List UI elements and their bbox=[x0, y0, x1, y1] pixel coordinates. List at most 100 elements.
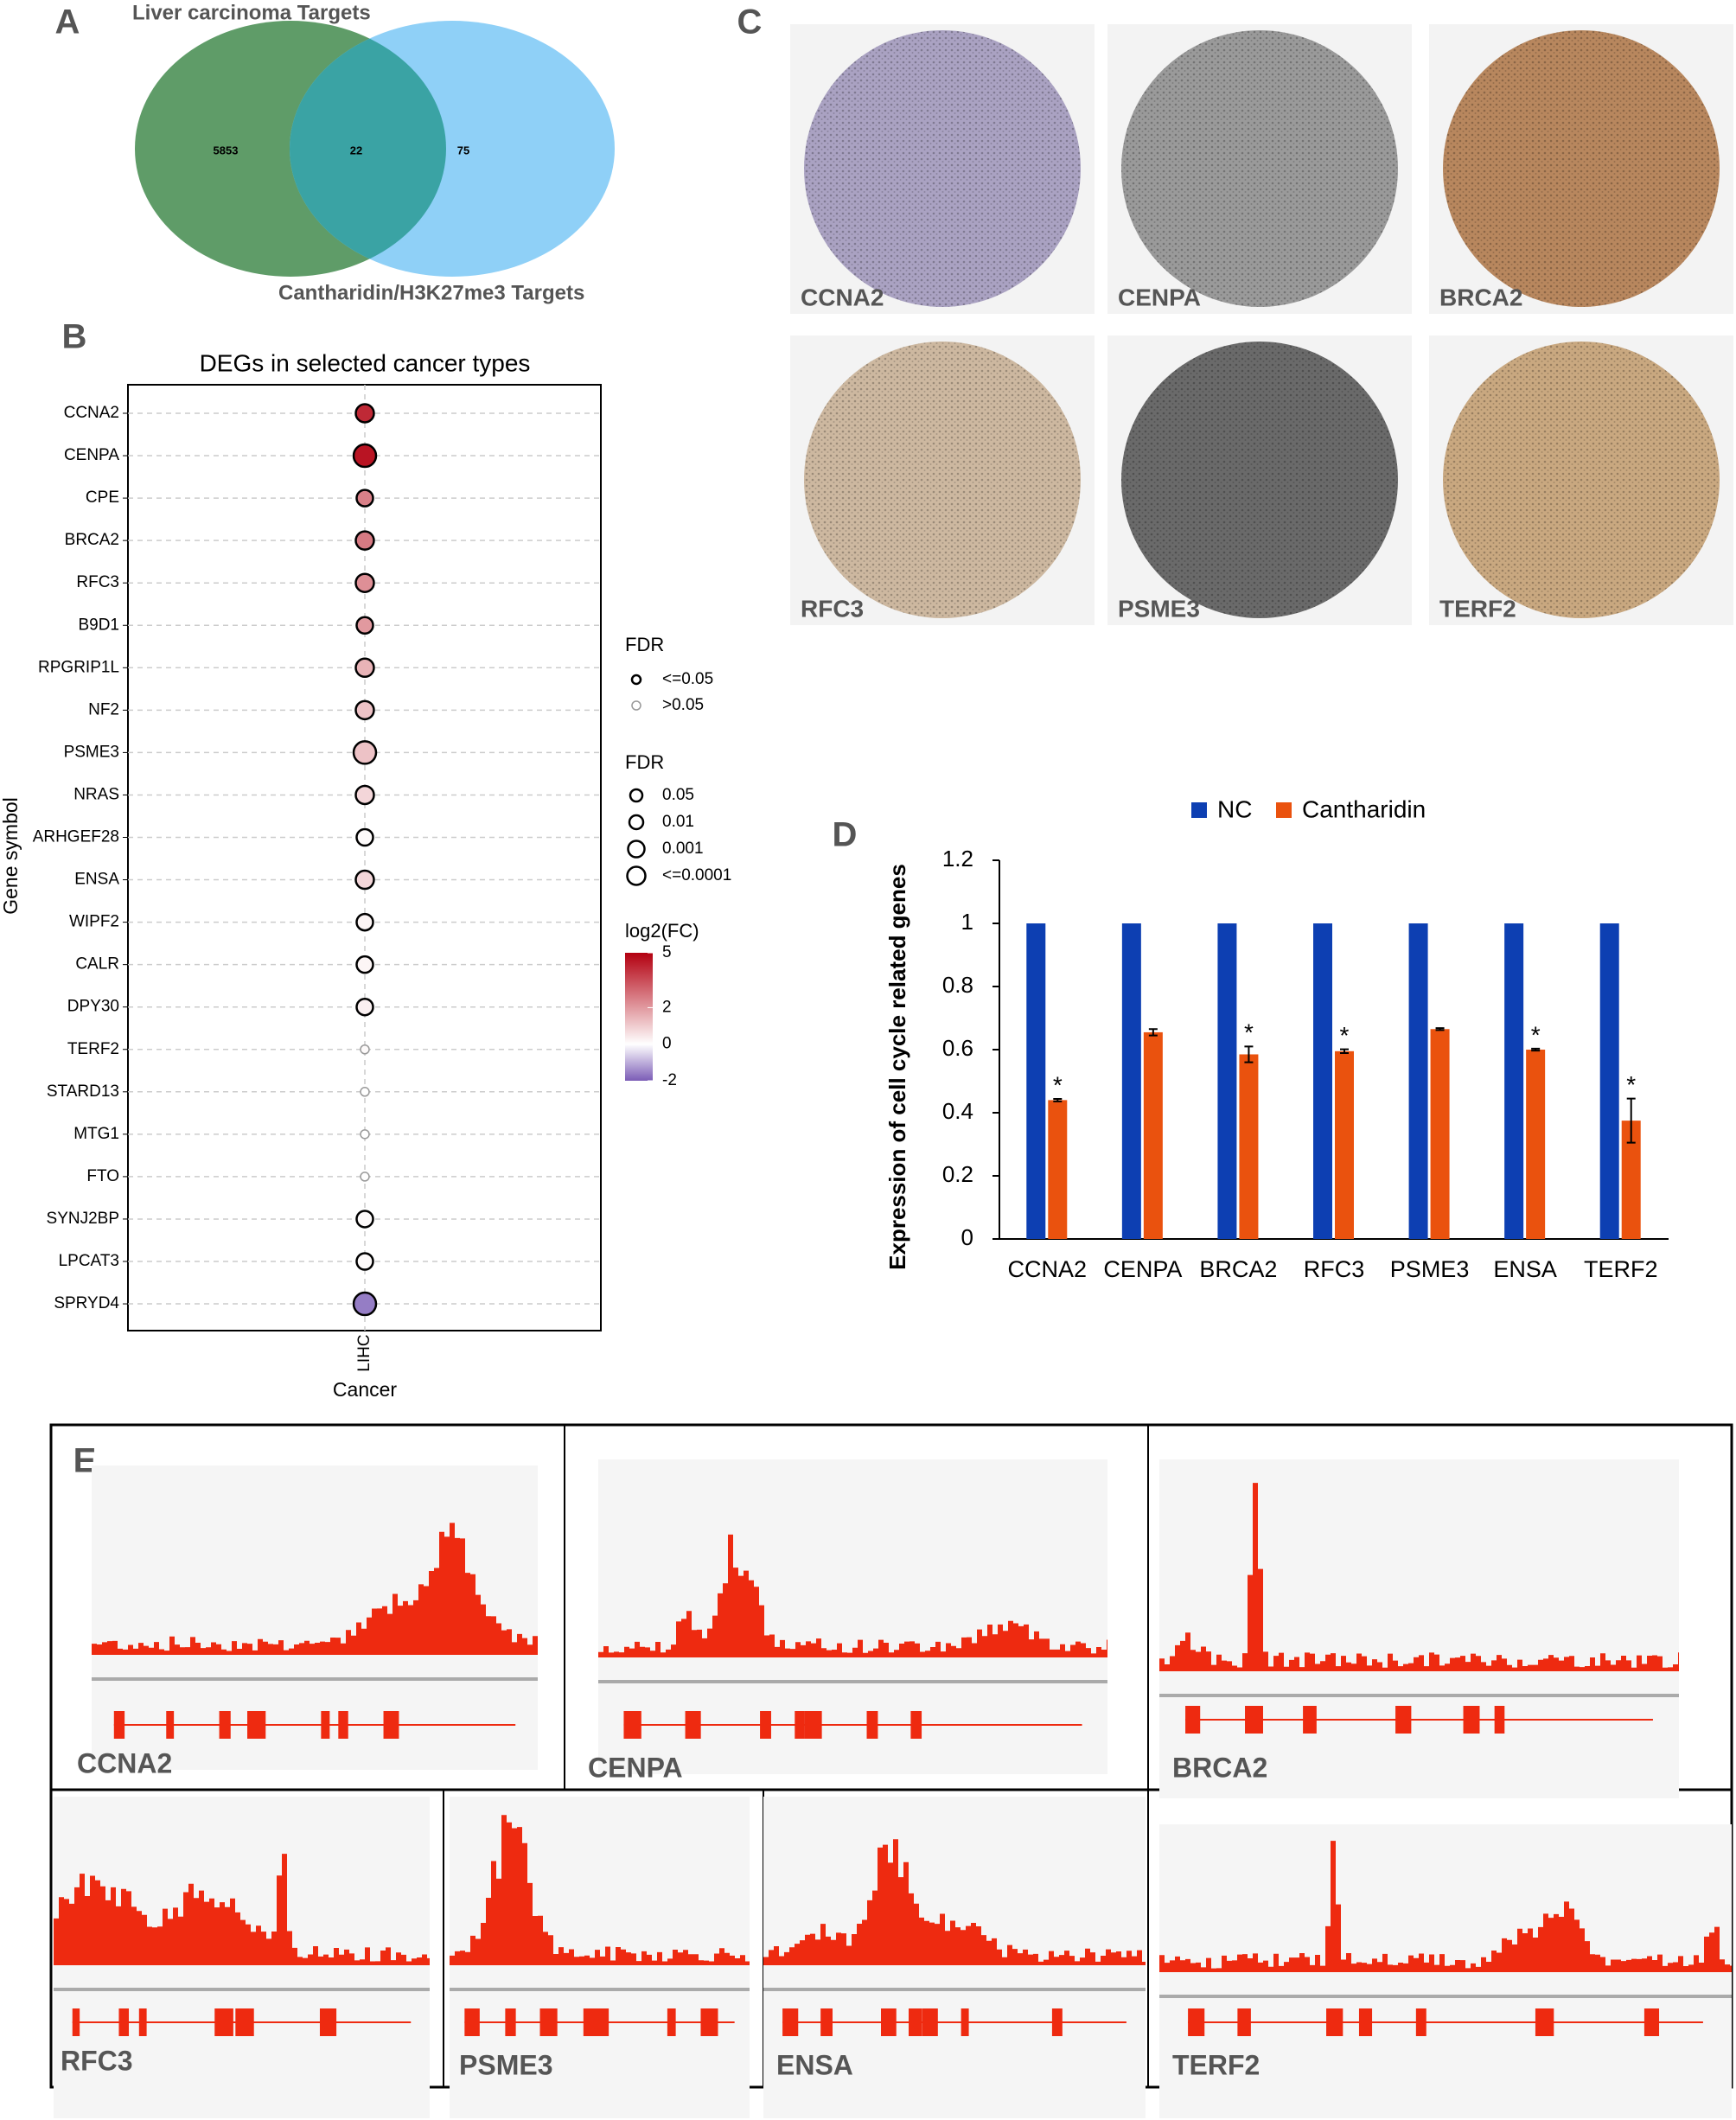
tissue-texture bbox=[1443, 30, 1720, 307]
tile-label: CCNA2 bbox=[801, 284, 884, 310]
x-tick-label: ENSA bbox=[1493, 1256, 1557, 1282]
bar bbox=[1526, 1050, 1546, 1239]
legend-label: >0.05 bbox=[662, 696, 704, 714]
exon bbox=[1185, 1706, 1201, 1734]
exon bbox=[1188, 2008, 1205, 2036]
exon bbox=[685, 1711, 701, 1739]
exon bbox=[910, 1711, 922, 1739]
exon bbox=[866, 1711, 878, 1739]
y-tick-label: TERF2 bbox=[67, 1040, 119, 1058]
legend-label: <=0.05 bbox=[662, 670, 713, 688]
error-bar bbox=[1053, 1097, 1063, 1102]
bar bbox=[1408, 923, 1428, 1239]
tissue-texture bbox=[1121, 342, 1398, 618]
tissue-texture bbox=[804, 342, 1081, 618]
track-label: ENSA bbox=[776, 2049, 853, 2080]
region-count: 5853 bbox=[214, 144, 239, 156]
x-tick-label: PSME3 bbox=[1390, 1256, 1470, 1282]
y-tick-label: PSME3 bbox=[64, 743, 119, 761]
bar bbox=[1048, 1100, 1068, 1239]
y-tick-label: LPCAT3 bbox=[59, 1252, 119, 1270]
exon bbox=[383, 1711, 399, 1739]
dot bbox=[355, 616, 374, 635]
exon bbox=[224, 2008, 233, 2036]
panel-label: A bbox=[55, 3, 80, 42]
exon bbox=[820, 2008, 833, 2036]
legend-swatch bbox=[1276, 802, 1292, 818]
exon bbox=[118, 2008, 130, 2036]
legend-label: 0.05 bbox=[662, 786, 694, 804]
exon bbox=[539, 2008, 558, 2036]
tissue-texture bbox=[1443, 342, 1720, 618]
exon bbox=[1395, 1706, 1412, 1734]
dot bbox=[355, 1252, 374, 1271]
error-bar bbox=[1148, 1028, 1158, 1037]
exon bbox=[138, 2008, 147, 2036]
exon bbox=[804, 1711, 822, 1739]
y-tick-label: BRCA2 bbox=[65, 531, 119, 549]
significance: * bbox=[1244, 1019, 1254, 1046]
y-tick-label: 0.4 bbox=[942, 1098, 973, 1124]
y-tick-label: ENSA bbox=[74, 871, 119, 889]
track-bg bbox=[598, 1459, 1107, 1774]
y-tick-label: CENPA bbox=[64, 446, 119, 464]
exon bbox=[505, 2008, 516, 2036]
track-label: PSME3 bbox=[459, 2049, 552, 2080]
bar bbox=[1121, 923, 1141, 1239]
exon bbox=[1245, 1706, 1263, 1734]
region-count: 22 bbox=[350, 144, 362, 156]
dot bbox=[354, 530, 375, 551]
exon bbox=[700, 2008, 718, 2036]
legend-label: Cantharidin bbox=[1302, 795, 1426, 822]
track-bg bbox=[1159, 1459, 1679, 1798]
tissue-texture bbox=[804, 30, 1081, 307]
dot bbox=[354, 699, 375, 721]
dot bbox=[355, 997, 374, 1017]
venn-overlap bbox=[290, 21, 446, 277]
x-tick-label: RFC3 bbox=[1304, 1256, 1365, 1282]
x-tick-label: CENPA bbox=[1103, 1256, 1182, 1282]
exon bbox=[760, 1711, 771, 1739]
y-tick-label: SYNJ2BP bbox=[47, 1210, 119, 1228]
legend-symbol bbox=[629, 788, 644, 803]
dot bbox=[355, 1210, 374, 1229]
legend-symbol bbox=[631, 700, 641, 711]
panel-label: C bbox=[737, 3, 763, 42]
exon bbox=[319, 2008, 337, 2036]
exon bbox=[961, 2008, 969, 2036]
coverage bbox=[450, 1815, 750, 1965]
exon bbox=[219, 1711, 231, 1739]
colorbar-label: 5 bbox=[662, 943, 672, 961]
panel-label: D bbox=[833, 816, 858, 854]
colorbar bbox=[625, 953, 653, 1081]
exon bbox=[338, 1711, 348, 1739]
significance: * bbox=[1053, 1071, 1063, 1098]
tile-label: PSME3 bbox=[1118, 595, 1200, 622]
dot bbox=[352, 740, 378, 765]
exon bbox=[1358, 2008, 1373, 2036]
bar bbox=[1026, 923, 1046, 1239]
legend-swatch bbox=[1191, 802, 1207, 818]
x-tick-label: LIHC bbox=[355, 1334, 373, 1371]
y-tick-label: 1 bbox=[961, 909, 973, 935]
exon bbox=[782, 2008, 799, 2036]
bar bbox=[1335, 1050, 1354, 1239]
error-bar bbox=[1244, 1045, 1254, 1063]
significance: * bbox=[1626, 1071, 1636, 1098]
tile-label: CENPA bbox=[1118, 284, 1201, 310]
legend-symbol bbox=[628, 814, 645, 831]
chart-title: DEGs in selected cancer types bbox=[200, 349, 531, 376]
coverage bbox=[763, 1839, 1146, 1965]
y-tick-label: STARD13 bbox=[47, 1082, 119, 1101]
error-bar bbox=[1626, 1097, 1636, 1144]
y-tick-label: B9D1 bbox=[78, 616, 119, 634]
dot bbox=[352, 1291, 378, 1317]
error-bar bbox=[1531, 1047, 1541, 1052]
dot bbox=[360, 1087, 370, 1097]
error-bar bbox=[1340, 1048, 1349, 1055]
legend-label: NC bbox=[1217, 795, 1252, 822]
dot bbox=[360, 1044, 370, 1055]
legend-title: log2(FC) bbox=[625, 920, 699, 942]
track-label: CENPA bbox=[588, 1752, 683, 1783]
y-tick-label: MTG1 bbox=[73, 1125, 119, 1143]
